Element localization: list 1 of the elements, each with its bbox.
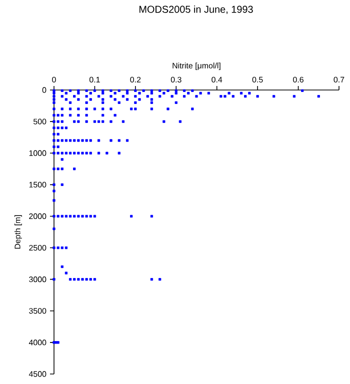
chart-title: MODS2005 in June, 1993: [139, 6, 253, 14]
